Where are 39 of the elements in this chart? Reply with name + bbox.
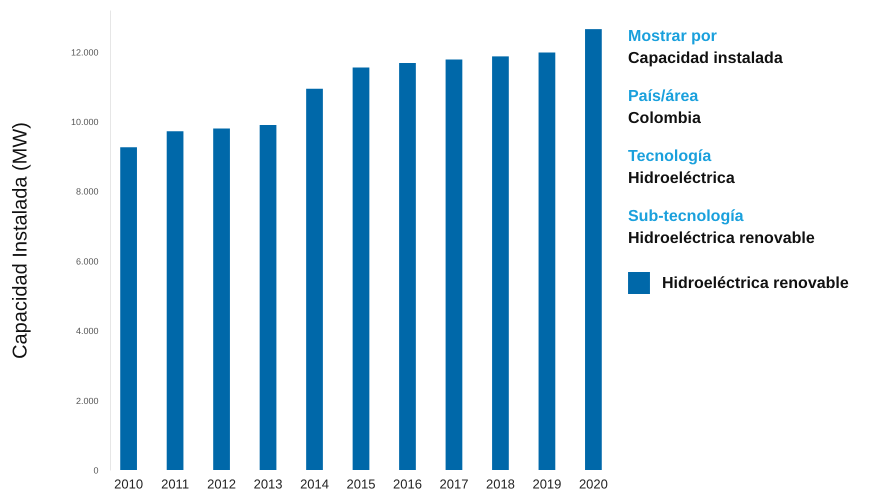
bar	[352, 68, 370, 470]
x-tick-label: 2012	[207, 476, 236, 492]
y-tick-label: 6.000	[76, 256, 98, 266]
y-tick-label: 0	[93, 466, 98, 476]
bar	[120, 147, 137, 470]
text: Hidroeléctrica	[628, 169, 736, 189]
x-tick-label: 2010	[114, 476, 144, 492]
y-tick-label: 2.000	[76, 396, 98, 406]
text: Mostrar por	[628, 27, 718, 47]
x-tick-label: 2011	[161, 476, 190, 492]
x-tick-label: 2014	[300, 476, 329, 492]
bar	[213, 128, 230, 470]
y-axis-title: Capacidad Instalada (MW)	[10, 122, 32, 359]
text: Capacidad instalada	[628, 49, 784, 69]
legend-label: Hidroeléctrica renovable	[662, 275, 849, 292]
text: Sub-tecnología	[628, 207, 745, 227]
bar	[492, 56, 509, 470]
y-tick-label: 10.000	[70, 117, 98, 128]
y-tick-label: 4.000	[76, 326, 98, 336]
x-tick-label: 2015	[346, 476, 376, 492]
bar	[446, 59, 462, 470]
x-tick-label: 2018	[486, 476, 515, 492]
bar	[399, 62, 416, 470]
text: Tecnología	[628, 147, 712, 167]
text: País/área	[628, 87, 700, 107]
x-tick-label: 2020	[578, 476, 608, 492]
bar	[260, 125, 276, 470]
text: Colombia	[628, 109, 702, 129]
bar	[585, 29, 602, 470]
y-tick-label: 8.000	[76, 186, 98, 197]
x-tick-label: 2016	[393, 476, 422, 492]
bar	[306, 88, 323, 470]
bar	[166, 131, 184, 470]
bar	[538, 52, 556, 470]
x-tick-label: 2017	[440, 476, 468, 492]
x-tick-label: 2019	[532, 476, 562, 492]
x-tick-label: 2013	[254, 476, 282, 492]
text: Hidroeléctrica renovable	[628, 229, 816, 249]
y-tick-label: 12.000	[70, 47, 98, 58]
